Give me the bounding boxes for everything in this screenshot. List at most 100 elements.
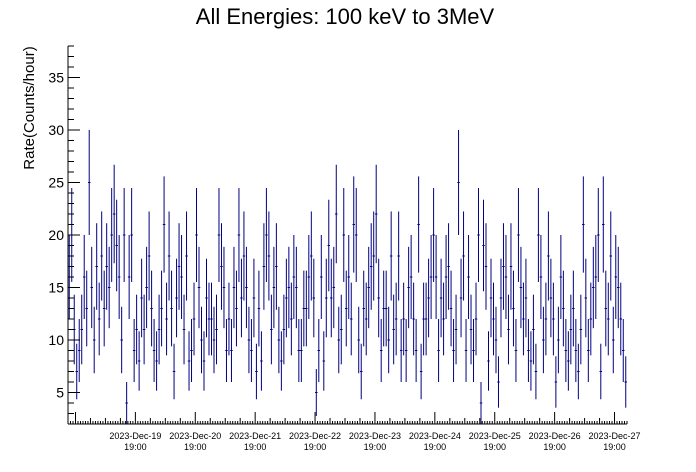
data-point	[407, 246, 410, 329]
data-point	[442, 282, 445, 356]
data-point	[200, 306, 203, 374]
data-point	[260, 331, 263, 391]
x-tick-label-time: 19:00	[364, 442, 387, 452]
data-point	[584, 258, 588, 338]
data-point	[257, 270, 261, 347]
data-point	[429, 235, 433, 319]
data-point	[364, 282, 368, 356]
axes	[67, 45, 628, 425]
data-point	[612, 306, 615, 374]
data-point	[345, 270, 348, 347]
data-point	[90, 246, 93, 329]
data-point	[100, 211, 103, 301]
data-point	[487, 331, 490, 391]
data-point	[302, 270, 306, 347]
x-tick-label-date: 2023-Dec-19	[109, 431, 161, 441]
data-point	[192, 282, 196, 356]
data-point	[349, 282, 353, 356]
data-point	[464, 319, 468, 382]
data-point	[474, 282, 478, 356]
data-point	[444, 235, 448, 319]
data-point	[497, 356, 500, 408]
data-point	[332, 246, 336, 329]
x-tick-label-time: 19:00	[603, 442, 626, 452]
data-point	[165, 282, 168, 356]
data-point	[577, 343, 580, 400]
data-point	[604, 270, 608, 347]
data-point	[369, 223, 373, 310]
data-point	[387, 306, 390, 374]
data-point	[354, 188, 358, 282]
data-point	[322, 331, 326, 391]
data-point	[362, 270, 365, 347]
y-tick-label: 35	[48, 70, 64, 86]
data-point	[105, 223, 108, 310]
y-tick-label: 20	[48, 227, 64, 243]
data-point	[409, 235, 413, 319]
data-point	[437, 319, 440, 382]
data-point	[317, 319, 321, 382]
data-point	[617, 246, 620, 329]
data-point	[609, 211, 613, 301]
data-point	[589, 282, 593, 356]
data-point	[522, 282, 525, 356]
data-point	[290, 282, 293, 356]
data-point	[519, 246, 523, 329]
data-point	[342, 188, 346, 282]
data-point	[337, 306, 341, 374]
data-point	[594, 235, 598, 319]
y-tick-label: 30	[48, 122, 64, 138]
data-point	[512, 270, 515, 347]
data-point	[120, 306, 123, 374]
data-point	[524, 258, 528, 338]
data-point	[77, 319, 81, 382]
data-point	[562, 270, 565, 347]
x-tick-label-date: 2023-Dec-21	[229, 431, 281, 441]
x-tick-label-time: 19:00	[184, 442, 207, 452]
data-point	[210, 282, 213, 356]
data-point	[172, 343, 176, 400]
data-point	[392, 294, 395, 365]
data-point	[399, 319, 403, 382]
data-point	[127, 235, 131, 319]
data-point	[599, 343, 603, 400]
data-point	[277, 306, 281, 374]
data-point	[295, 246, 298, 329]
data-point	[424, 282, 428, 356]
data-point	[330, 258, 333, 338]
y-axis-label: Rate(Counts/hour)	[21, 46, 38, 169]
x-tick-label-date: 2023-Dec-26	[529, 431, 581, 441]
data-point	[587, 319, 590, 382]
data-point	[384, 270, 388, 347]
data-point	[215, 294, 218, 365]
data-point	[155, 331, 158, 391]
y-tick-label: 15	[48, 280, 64, 296]
data-point	[527, 319, 530, 382]
data-point	[282, 294, 286, 365]
data-point	[92, 306, 96, 374]
data-point	[325, 258, 328, 338]
data-point	[357, 306, 360, 374]
data-point	[315, 369, 318, 416]
data-point	[135, 294, 138, 365]
data-point	[237, 188, 241, 282]
data-point	[619, 282, 623, 356]
data-point	[185, 211, 188, 301]
chart-title: All Energies: 100 keV to 3MeV	[196, 4, 495, 29]
data-point	[552, 282, 555, 356]
data-point	[190, 319, 193, 382]
data-point	[394, 282, 398, 356]
x-tick-label-date: 2023-Dec-22	[289, 431, 341, 441]
data-point	[402, 282, 405, 356]
data-point	[457, 130, 460, 235]
data-point	[494, 306, 498, 374]
data-point	[582, 176, 585, 273]
x-tick-label-date: 2023-Dec-24	[409, 431, 461, 441]
data-point	[614, 235, 618, 319]
data-point	[287, 246, 291, 329]
data-point	[132, 319, 136, 382]
data-point	[170, 270, 173, 347]
data-point	[484, 223, 488, 310]
x-tick-label-time: 19:00	[244, 442, 267, 452]
